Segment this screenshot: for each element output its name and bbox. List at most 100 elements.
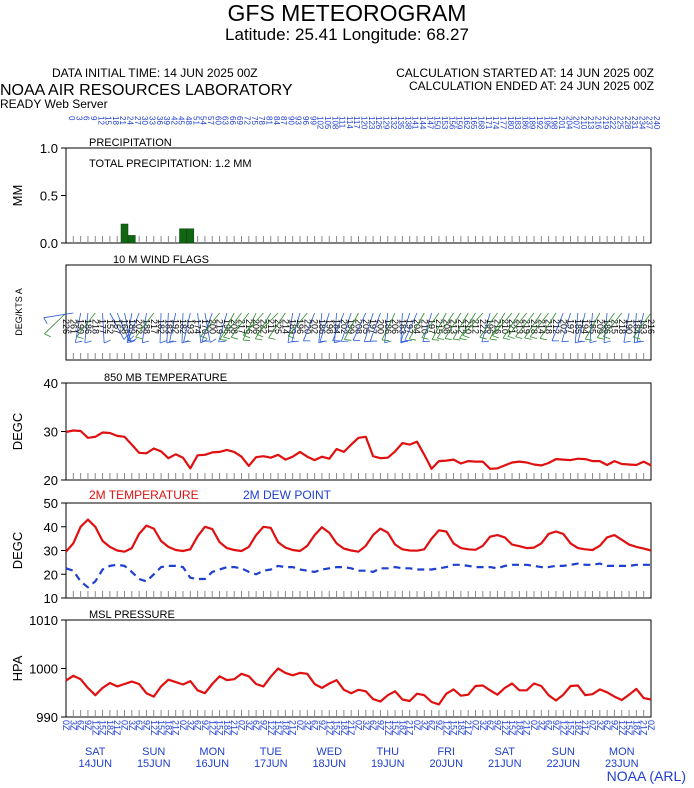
forecast-hour-label: 219 [601,116,610,130]
wind-barb-flag [231,336,239,340]
t850-panel-frame [65,382,652,481]
wind-barb-flag [135,336,143,340]
wind-barb [577,312,586,343]
utc-hour-label: 6Z [251,720,261,731]
utc-hour-label: 0Z [471,720,481,731]
utc-hour-label: 6Z [134,720,144,731]
wind-direction-label: 209 [595,319,605,334]
forecast-hour-label: 198 [550,116,559,130]
wind-barb [268,312,286,339]
utc-hour-label: 21Z [522,720,532,736]
dewpoint-line [65,562,651,589]
surface-ytick-label: 30 [44,544,58,559]
dewpoint-point [555,565,556,566]
day-of-week: MON [609,746,635,758]
day-of-week: TUE [260,746,282,758]
wind-direction-label: 189 [127,319,137,334]
wind-barb-flag [623,340,631,343]
temp-line [65,518,652,553]
utc-hour-label: 0Z [295,720,305,731]
dewpoint-point [73,570,74,571]
utc-hour-label: 3Z [68,720,78,731]
dewpoint-point [263,570,264,571]
wind-direction-label: 190 [624,319,634,334]
forecast-hour-label: 33 [147,116,156,125]
forecast-hour-label: 156 [447,116,456,130]
forecast-hour-label: 141 [411,116,420,130]
forecast-hour-label: 117 [352,116,361,129]
wind-barb [384,312,389,343]
forecast-hour-label: 111 [338,116,347,129]
wind-barb-flag [218,340,226,343]
wind-barb-flag [524,337,532,340]
forecast-hour-label: 189 [528,116,537,130]
wind-direction-label: 184 [631,319,641,334]
wind-panel-frame [65,264,652,361]
wind-direction-label: 219 [522,319,532,334]
wind-barb-flag [209,338,217,343]
forecast-hour-label: 21 [118,116,127,125]
forecast-hour-label: 183 [513,116,522,130]
utc-hour-label: 3Z [185,720,195,731]
wind-direction-label: 152 [105,319,115,334]
dewpoint-point [285,567,286,568]
forecast-hour-label: 69 [235,116,244,125]
surface-ytick-label: 50 [44,496,58,511]
utc-hour-label: 21Z [580,720,590,736]
utc-hour-label: 3Z [361,720,371,731]
wind-direction-label: 189 [288,319,298,334]
forecast-hour-label: 93 [294,116,303,125]
surface-ytick-label: 10 [44,591,58,606]
wind-barb [102,312,105,343]
forecast-hour-label: 57 [206,116,215,125]
wind-direction-label: 225 [273,319,283,334]
wind-direction-label: 208 [229,319,239,334]
wind-direction-label: 177 [98,319,108,334]
wind-barb-flag [75,340,83,343]
utc-hour-label: 21Z [405,720,415,736]
mslp-ytick-label: 990 [36,710,58,725]
wind-barb [43,312,74,319]
forecast-hour-label: 120 [360,116,369,130]
dewpoint-point [307,570,308,571]
wind-barb [223,312,242,338]
wind-barb-flag [103,339,111,344]
forecast-hour-label: 201 [557,116,566,130]
wind-direction-label: 205 [361,319,371,334]
forecast-hour-label: 192 [535,116,544,130]
utc-hour-label: 12Z [90,720,100,736]
utc-hour-label: 18Z [280,720,290,736]
wind-barb [75,312,82,343]
utc-hour-label: 3Z [302,720,312,731]
wind-barb-flag [432,339,440,341]
wind-direction-label: 168 [120,319,130,334]
utc-hour-label: 0Z [529,720,539,731]
wind-barb [201,312,213,342]
forecast-hour-label: 123 [367,116,376,130]
utc-hour-label: 15Z [390,720,400,736]
mslp-ytick-label: 1000 [29,662,58,677]
dewpoint-legend: 2M DEW POINT [243,488,332,502]
forecast-hour-label: 51 [191,116,200,125]
wind-direction-label: 218 [544,319,554,334]
day-of-week: FRI [437,746,455,758]
precip-bar [186,228,195,244]
utc-hour-label: 3Z [536,720,546,731]
wind-direction-label: 213 [449,319,459,334]
wind-direction-label: 218 [90,319,100,334]
wind-barb-flag [169,340,177,343]
day-date: 19JUN [371,758,405,770]
wind-barb [623,312,630,343]
wind-barb [502,312,520,339]
chart-title: GFS METEOROGRAM [227,0,467,26]
forecast-hour-label: 174 [491,116,500,130]
wind-barb [381,312,396,341]
utc-hour-label: 0Z [120,720,130,731]
wind-barb-flag [577,340,585,343]
wind-barb [489,312,506,340]
wind-barb [404,312,418,341]
wind-barb-flag [515,336,523,340]
utc-hour-label: 0Z [354,720,364,731]
wind-direction-label: 217 [237,319,247,334]
